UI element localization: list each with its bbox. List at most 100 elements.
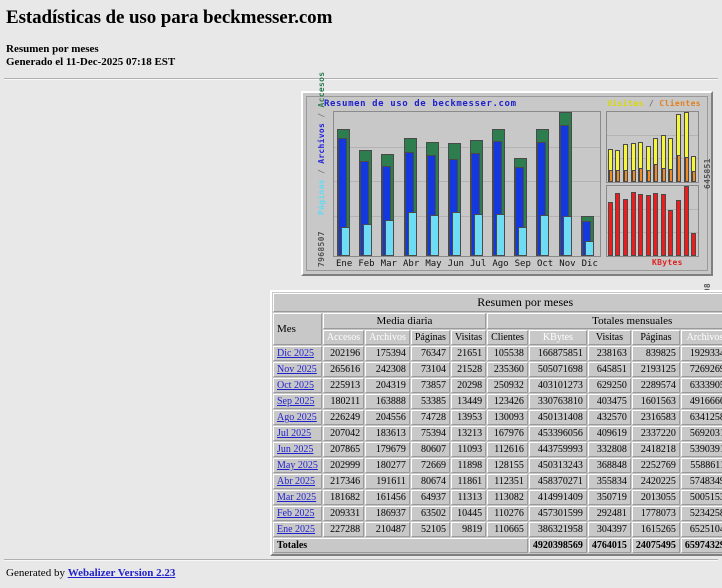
table-row: Mar 2025 181682 161456 64937 11313 113082 4149…	[273, 490, 722, 505]
cell-d-pages: 63502	[410, 506, 450, 521]
cell-d-visits: 10445	[450, 506, 487, 521]
bar-páginas-feb	[363, 223, 373, 256]
x-tick-mar: Mar	[380, 259, 397, 269]
bar-clientes-may	[639, 168, 644, 182]
cell-m-sites: 250932	[487, 378, 528, 393]
cell-d-hits: 202196	[322, 346, 365, 361]
cell-d-pages: 73857	[410, 378, 450, 393]
month-cell: Ene 2025	[273, 522, 322, 537]
cell-d-pages: 74728	[410, 410, 450, 425]
cell-d-hits: 202999	[322, 458, 365, 473]
bar-group-jun	[447, 112, 465, 256]
footer-prefix: Generated by	[6, 567, 68, 579]
totals-label: Totales	[273, 538, 528, 553]
axis-label-archivos: Archivos	[317, 122, 326, 164]
month-cell: Mar 2025	[273, 490, 322, 505]
month-link[interactable]: Oct 2025	[277, 380, 314, 391]
plot-kbytes	[606, 185, 699, 257]
month-link[interactable]: May 2025	[277, 460, 318, 471]
month-link[interactable]: Jul 2025	[277, 428, 312, 439]
cell-m-kbytes: 414991409	[528, 490, 587, 505]
kbytes-group-ene	[607, 186, 614, 256]
totals-archivos: 65974329	[680, 538, 722, 553]
cell-d-hits: 217346	[322, 474, 365, 489]
table-row: Dic 2025 202196 175394 76347 21651 105538 1668…	[273, 346, 722, 361]
legend-separator: /	[648, 99, 655, 108]
cell-d-files: 161456	[365, 490, 410, 505]
cell-m-visits: 409619	[587, 426, 631, 441]
table-caption: Resumen por meses	[273, 293, 722, 312]
cell-d-hits: 209331	[322, 506, 365, 521]
cell-d-pages: 80607	[410, 442, 450, 457]
table-row: Jul 2025 207042 183613 75394 13213 167976 4533…	[273, 426, 722, 441]
month-link[interactable]: Dic 2025	[277, 348, 314, 359]
month-link[interactable]: Ago 2025	[277, 412, 317, 423]
cell-m-kbytes: 457301599	[528, 506, 587, 521]
cell-m-files: 4916666	[680, 394, 722, 409]
cell-m-pages: 2013055	[631, 490, 680, 505]
cell-m-files: 5588611	[680, 458, 722, 473]
cell-m-pages: 2337220	[631, 426, 680, 441]
cell-d-files: 186937	[365, 506, 410, 521]
cell-m-files: 5390391	[680, 442, 722, 457]
graph-x-axis: Ene Feb Mar Abr May Jun Jul Ago Sep Oct Nov Dic	[333, 259, 601, 269]
webalizer-version-link[interactable]: Webalizer Version 2.23	[67, 567, 176, 579]
table-row: Abr 2025 217346 191611 80674 11861 112351 4583…	[273, 474, 722, 489]
column-header-monthly-paginas: Páginas	[631, 330, 680, 345]
group-header-totales-mensuales: Totales mensuales	[487, 313, 722, 329]
bar-clientes-ago	[661, 167, 666, 182]
cell-d-pages: 53385	[410, 394, 450, 409]
month-link[interactable]: Jun 2025	[277, 444, 314, 455]
bar-group-jul	[469, 112, 487, 256]
column-header-daily-accesos: Accesos	[322, 330, 365, 345]
visit-group-oct	[675, 112, 682, 182]
bar-group-dic	[580, 112, 598, 256]
x-tick-jun: Jun	[447, 259, 464, 269]
table-row: Jun 2025 207865 179679 80607 11093 112616 4437…	[273, 442, 722, 457]
cell-d-visits: 13213	[450, 426, 487, 441]
cell-d-files: 183613	[365, 426, 410, 441]
bar-clientes-jul	[654, 163, 659, 182]
cell-m-visits: 432570	[587, 410, 631, 425]
month-link[interactable]: Ene 2025	[277, 524, 316, 535]
cell-d-visits: 21528	[450, 362, 487, 377]
bar-kbytes-abr	[630, 192, 636, 256]
table-row: Feb 2025 209331 186937 63502 10445 110276 4573…	[273, 506, 722, 521]
cell-m-kbytes: 450313243	[528, 458, 587, 473]
cell-d-hits: 181682	[322, 490, 365, 505]
column-header-daily-archivos: Archivos	[365, 330, 410, 345]
column-header-daily-paginas: Páginas	[410, 330, 450, 345]
bar-group-ene	[336, 112, 354, 256]
cell-m-kbytes: 330763810	[528, 394, 587, 409]
month-link[interactable]: Mar 2025	[277, 492, 317, 503]
cell-m-pages: 1778073	[631, 506, 680, 521]
month-link[interactable]: Nov 2025	[277, 364, 317, 375]
cell-m-sites: 235360	[487, 362, 528, 377]
kbytes-group-jul	[653, 186, 659, 256]
group-header-media-diaria: Media diaria	[322, 313, 487, 329]
column-header-monthly-kbytes: KBytes	[528, 330, 587, 345]
month-cell: Jul 2025	[273, 426, 322, 441]
cell-m-sites: 112351	[487, 474, 528, 489]
cell-d-pages: 80674	[410, 474, 450, 489]
bar-clientes-feb	[616, 170, 621, 182]
legend-visitas: Visitas	[607, 99, 644, 108]
cell-m-pages: 1615265	[631, 522, 680, 537]
bar-páginas-dic	[584, 240, 594, 256]
bar-kbytes-ene	[607, 202, 613, 256]
x-tick-sep: Sep	[514, 259, 531, 269]
visit-group-dic	[691, 112, 697, 182]
cell-d-pages: 73104	[410, 362, 450, 377]
visit-group-feb	[615, 112, 621, 182]
cell-m-pages: 2420225	[631, 474, 680, 489]
month-link[interactable]: Sep 2025	[277, 396, 315, 407]
visit-group-ene	[607, 112, 614, 182]
cell-d-visits: 11313	[450, 490, 487, 505]
month-link[interactable]: Abr 2025	[277, 476, 316, 487]
bar-clientes-sep	[669, 168, 674, 182]
header-divider	[4, 78, 718, 80]
cell-d-pages: 52105	[410, 522, 450, 537]
left-axis-label: Páginas / Archivos / Accesos	[317, 72, 326, 215]
month-link[interactable]: Feb 2025	[277, 508, 315, 519]
bar-páginas-sep	[518, 227, 528, 256]
